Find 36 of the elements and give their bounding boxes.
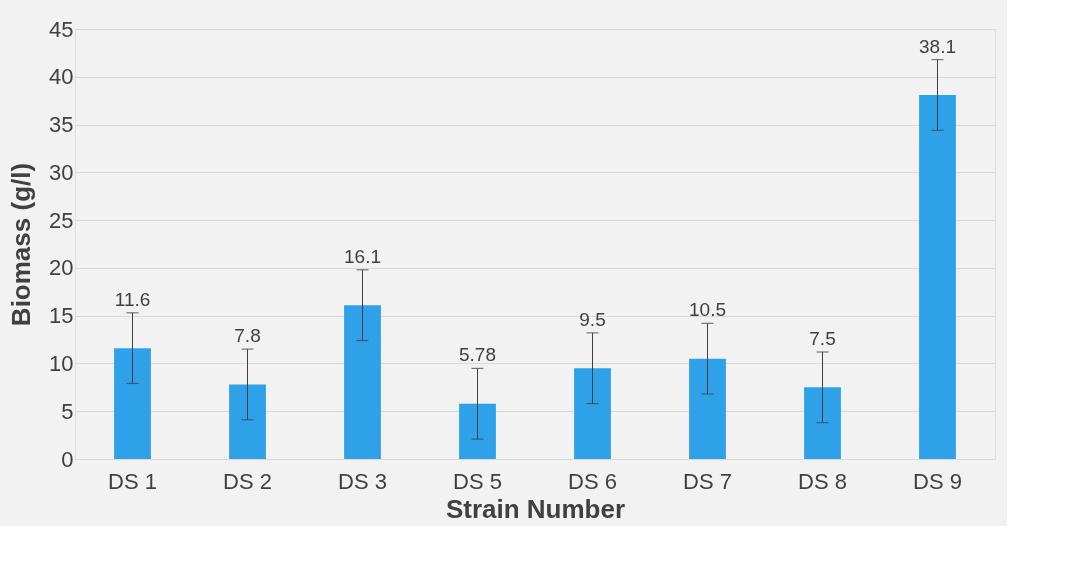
bar <box>459 403 496 459</box>
data-label: 7.8 <box>234 325 261 347</box>
x-tick-label: DS 3 <box>338 468 387 494</box>
data-label: 9.5 <box>579 308 606 330</box>
y-axis-title: Biomass (g/l) <box>6 162 37 327</box>
x-tick-label: DS 7 <box>683 468 732 494</box>
y-tick-label: 20 <box>49 255 74 281</box>
y-tick-label: 40 <box>49 64 74 90</box>
data-label: 10.5 <box>689 299 726 321</box>
bar <box>574 368 611 459</box>
y-tick-label: 15 <box>49 303 74 329</box>
bar <box>689 358 726 459</box>
x-tick-label: DS 1 <box>108 468 157 494</box>
x-tick-label: DS 5 <box>453 468 502 494</box>
data-label: 5.78 <box>459 344 496 366</box>
x-axis-title: Strain Number <box>445 493 626 524</box>
data-label: 16.1 <box>344 245 381 267</box>
y-tick-label: 35 <box>49 112 74 138</box>
y-tick-label: 45 <box>49 16 74 42</box>
y-tick-label: 5 <box>61 398 74 424</box>
y-tick-label: 30 <box>49 159 74 185</box>
x-tick-label: DS 6 <box>568 468 617 494</box>
data-label: 11.6 <box>114 288 151 310</box>
bar <box>804 387 841 459</box>
bar <box>229 384 266 459</box>
bar <box>919 94 956 459</box>
data-label: 7.5 <box>809 327 836 349</box>
bar <box>114 348 151 459</box>
x-tick-label: DS 2 <box>223 468 272 494</box>
data-label: 38.1 <box>919 35 956 57</box>
bar <box>344 305 381 459</box>
y-tick-label: 10 <box>49 350 74 376</box>
y-tick-label: 0 <box>61 446 74 472</box>
x-tick-label: DS 8 <box>798 468 847 494</box>
x-tick-label: DS 9 <box>913 468 962 494</box>
y-tick-label: 25 <box>49 207 74 233</box>
